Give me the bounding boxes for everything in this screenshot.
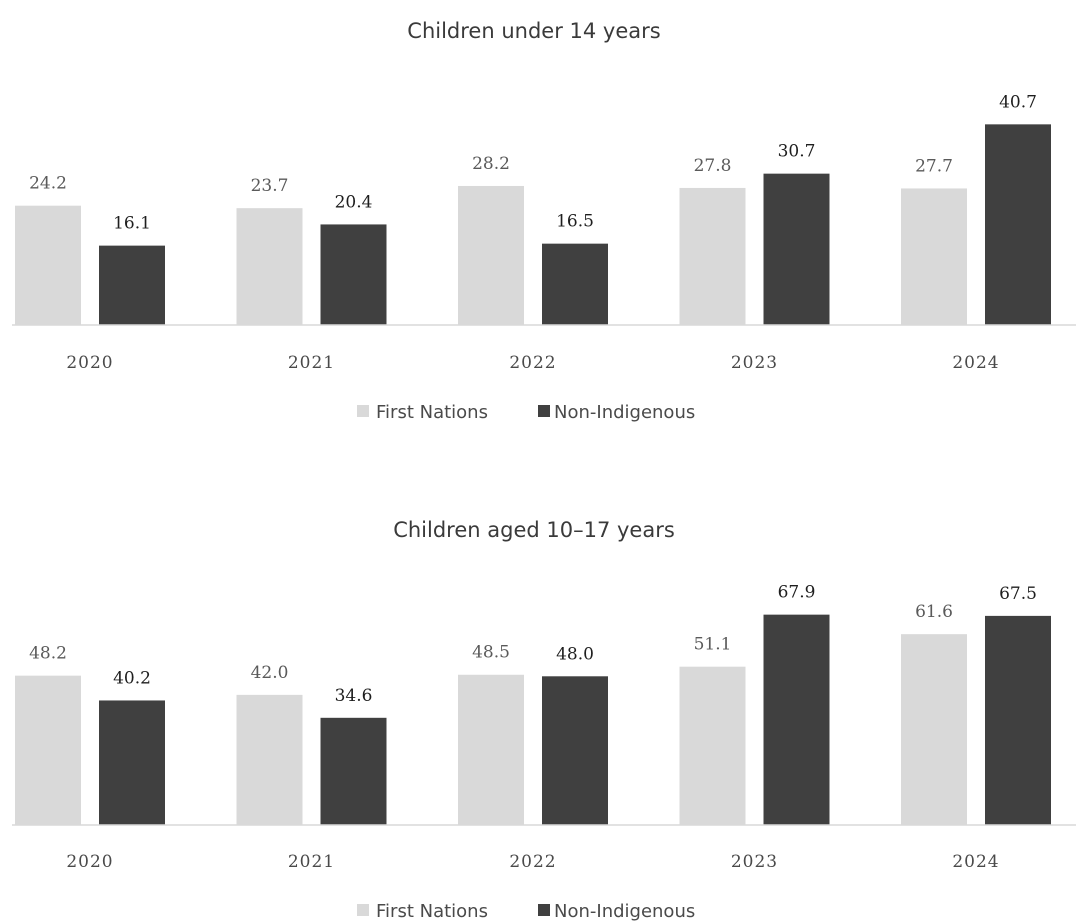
data-label-first-nations-2023: 27.8 bbox=[694, 156, 732, 176]
legend-label-non-indigenous: Non-Indigenous bbox=[554, 901, 695, 921]
chart-children-under-14: Children under 14 years 24.2 16.1 23.7 20.4… bbox=[12, 19, 1076, 423]
legend-label-first-nations: First Nations bbox=[376, 402, 488, 423]
x-tick-label-2022: 2022 bbox=[509, 852, 556, 872]
bar-first-nations-2024 bbox=[901, 634, 967, 825]
legend-swatch-first-nations bbox=[357, 405, 369, 417]
legend-swatch-non-indigenous bbox=[538, 405, 550, 417]
bar-non-indigenous-2023 bbox=[763, 614, 830, 825]
data-label-non-indigenous-2022: 48.0 bbox=[556, 644, 594, 664]
bar-non-indigenous-2021 bbox=[320, 717, 387, 825]
bar-non-indigenous-2020 bbox=[99, 245, 165, 325]
data-label-non-indigenous-2020: 40.2 bbox=[113, 668, 151, 688]
x-tick-label-2023: 2023 bbox=[731, 353, 778, 373]
x-tick-label-2021: 2021 bbox=[288, 353, 335, 373]
bar-first-nations-2024 bbox=[901, 188, 967, 325]
bar-first-nations-2021 bbox=[236, 694, 303, 825]
bar-non-indigenous-2023 bbox=[763, 173, 830, 325]
legend: First Nations Non-Indigenous bbox=[357, 901, 695, 921]
data-label-non-indigenous-2023: 67.9 bbox=[778, 583, 816, 603]
x-tick-label-2024: 2024 bbox=[952, 852, 999, 872]
bar-first-nations-2020 bbox=[15, 675, 81, 825]
chart-title: Children aged 10–17 years bbox=[393, 518, 675, 542]
data-label-non-indigenous-2020: 16.1 bbox=[113, 214, 151, 234]
x-tick-label-2020: 2020 bbox=[66, 852, 113, 872]
data-label-first-nations-2022: 48.5 bbox=[472, 643, 510, 663]
legend-label-first-nations: First Nations bbox=[376, 901, 488, 921]
chart-children-aged-10-17: Children aged 10–17 years 48.2 40.2 42.0 34… bbox=[12, 518, 1076, 921]
bar-non-indigenous-2021 bbox=[320, 224, 387, 325]
legend-swatch-first-nations bbox=[357, 904, 369, 916]
bar-first-nations-2022 bbox=[458, 185, 524, 325]
bar-first-nations-2023 bbox=[679, 187, 746, 325]
data-label-non-indigenous-2024: 67.5 bbox=[999, 584, 1037, 604]
data-label-first-nations-2020: 48.2 bbox=[29, 644, 67, 664]
data-label-first-nations-2024: 61.6 bbox=[915, 602, 953, 622]
data-label-non-indigenous-2023: 30.7 bbox=[778, 142, 816, 162]
x-tick-label-2020: 2020 bbox=[66, 353, 113, 373]
data-label-first-nations-2024: 27.7 bbox=[915, 156, 953, 176]
bar-non-indigenous-2022 bbox=[542, 243, 608, 325]
legend-label-non-indigenous: Non-Indigenous bbox=[554, 402, 695, 423]
data-label-first-nations-2021: 42.0 bbox=[251, 663, 289, 683]
bar-non-indigenous-2022 bbox=[542, 676, 608, 825]
data-label-non-indigenous-2021: 34.6 bbox=[335, 686, 373, 706]
bar-first-nations-2021 bbox=[236, 208, 303, 325]
bar-non-indigenous-2020 bbox=[99, 700, 165, 825]
chart-title: Children under 14 years bbox=[407, 19, 660, 43]
data-label-non-indigenous-2022: 16.5 bbox=[556, 212, 594, 232]
x-tick-label-2023: 2023 bbox=[731, 852, 778, 872]
data-label-first-nations-2021: 23.7 bbox=[251, 176, 289, 196]
bar-first-nations-2023 bbox=[679, 666, 746, 825]
legend-swatch-non-indigenous bbox=[538, 904, 550, 916]
bar-non-indigenous-2024 bbox=[985, 124, 1051, 325]
bar-first-nations-2022 bbox=[458, 674, 524, 825]
data-label-non-indigenous-2024: 40.7 bbox=[999, 92, 1037, 112]
bar-first-nations-2020 bbox=[15, 205, 81, 325]
data-label-first-nations-2023: 51.1 bbox=[694, 635, 732, 655]
x-tick-label-2024: 2024 bbox=[952, 353, 999, 373]
data-label-first-nations-2020: 24.2 bbox=[29, 174, 67, 194]
legend: First Nations Non-Indigenous bbox=[357, 402, 695, 423]
bar-non-indigenous-2024 bbox=[985, 615, 1051, 825]
x-tick-label-2021: 2021 bbox=[288, 852, 335, 872]
data-label-non-indigenous-2021: 20.4 bbox=[335, 192, 373, 212]
x-tick-label-2022: 2022 bbox=[509, 353, 556, 373]
data-label-first-nations-2022: 28.2 bbox=[472, 154, 510, 174]
